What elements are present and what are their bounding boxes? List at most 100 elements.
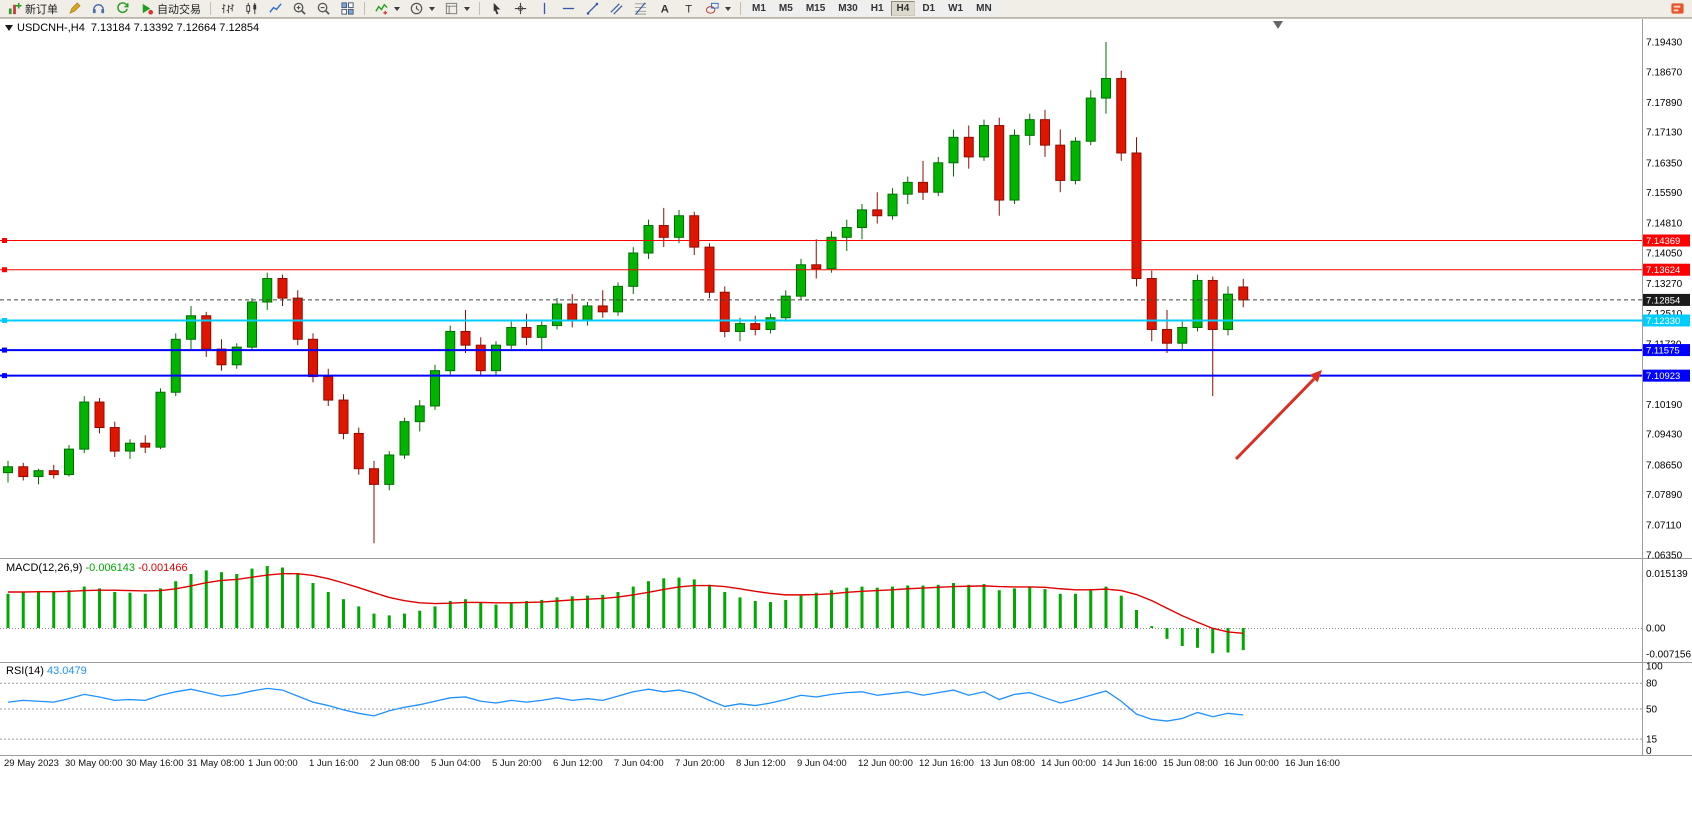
periods-button[interactable] — [405, 1, 439, 17]
metaeditor-button[interactable] — [63, 1, 86, 17]
candlestick-icon — [246, 2, 257, 15]
cursor-icon — [493, 2, 501, 15]
toolbar: 新订单 自动交易 — [0, 0, 1692, 18]
toolbar-separator — [210, 2, 211, 15]
macd-histogram-bar — [464, 599, 467, 628]
candle — [948, 136, 959, 164]
macd-histogram-bar — [875, 587, 879, 628]
timeframe-m30-button[interactable]: M30 — [832, 1, 864, 16]
candle — [353, 432, 364, 470]
macd-histogram-bar — [677, 577, 681, 628]
cursor-button[interactable] — [485, 1, 508, 17]
text-label-tool-button[interactable]: T — [677, 1, 700, 17]
macd-histogram-bar — [769, 602, 772, 628]
trendline-button[interactable] — [581, 1, 604, 17]
chart-shift-marker[interactable] — [1273, 21, 1283, 29]
arrow-shaft[interactable] — [1234, 377, 1316, 461]
bar-chart-button[interactable] — [216, 1, 239, 17]
price-axis: 7.19430 7.18670 7.17890 7.17130 7.16350 7.155… — [1646, 38, 1683, 562]
support-button[interactable] — [87, 1, 110, 17]
macd-axis-label: 0.00 — [1646, 624, 1666, 635]
candlestick-chart-button[interactable] — [240, 1, 263, 17]
indicators-icon — [375, 3, 388, 15]
time-label: 6 Jun 12:00 — [553, 758, 603, 769]
one-click-trading-toggle[interactable] — [5, 25, 13, 31]
fibonacci-button[interactable] — [629, 1, 652, 17]
tile-windows-button[interactable] — [336, 1, 359, 17]
macd-histogram-bar — [235, 574, 239, 628]
macd-histogram-bar — [692, 579, 696, 628]
macd-histogram-bar — [174, 581, 178, 628]
macd-histogram-bar — [265, 566, 269, 628]
timeframe-w1-button[interactable]: W1 — [942, 1, 970, 16]
candle — [1192, 279, 1203, 329]
crosshair-icon — [514, 2, 527, 15]
macd-histogram-bar — [98, 588, 101, 628]
timeframe-m5-button[interactable]: M5 — [772, 1, 799, 16]
candle — [109, 427, 120, 452]
alert-button[interactable] — [1666, 1, 1689, 17]
indicators-button[interactable] — [370, 1, 404, 17]
dropdown-caret — [429, 6, 435, 11]
level-line-handle[interactable] — [2, 237, 7, 243]
macd-axis-label: 0.015139 — [1646, 569, 1688, 580]
time-label: 14 Jun 16:00 — [1102, 758, 1157, 769]
macd-histogram-bar — [997, 590, 1001, 628]
macd-histogram-bar — [1043, 589, 1047, 628]
candle — [216, 348, 227, 366]
timeframe-m15-button[interactable]: M15 — [799, 1, 832, 16]
candle — [186, 315, 196, 340]
arrow-head[interactable] — [1309, 370, 1322, 383]
macd-histogram-bar — [189, 574, 193, 628]
candle — [384, 454, 395, 485]
time-label: 2 Jun 08:00 — [370, 758, 420, 769]
chart-canvas[interactable]: 7.19430 7.18670 7.17890 7.17130 7.16350 7.155… — [0, 18, 1692, 837]
macd-histogram-bar — [433, 606, 437, 628]
price-badge — [1643, 314, 1690, 327]
candle — [1116, 77, 1127, 154]
candle — [64, 448, 74, 476]
price-badge-label: 7.10923 — [1646, 371, 1680, 382]
zoom-out-button[interactable] — [312, 1, 335, 17]
candles-layer — [3, 42, 1249, 544]
level-line-handle[interactable] — [2, 317, 7, 323]
svg-text:A: A — [661, 4, 669, 16]
chart-area[interactable]: 7.19430 7.18670 7.17890 7.17130 7.16350 7.155… — [0, 18, 1692, 837]
new-order-button[interactable]: 新订单 — [3, 1, 62, 17]
candle — [765, 317, 776, 330]
macd-histogram-bar — [204, 570, 208, 628]
candle — [811, 264, 822, 270]
timeframe-mn-button[interactable]: MN — [970, 1, 998, 16]
refresh-button[interactable] — [111, 1, 134, 17]
timeframe-m1-button[interactable]: M1 — [746, 1, 772, 16]
candle — [155, 391, 166, 448]
refresh-icon — [117, 2, 129, 13]
macd-axis-label: -0.007156 — [1646, 649, 1691, 660]
price-tick-label: 7.07110 — [1646, 521, 1682, 532]
horizontal-line-button[interactable] — [557, 1, 580, 17]
candle — [475, 344, 486, 372]
vertical-line-button[interactable] — [533, 1, 556, 17]
line-chart-button[interactable] — [264, 1, 287, 17]
shapes-button[interactable] — [701, 1, 735, 17]
timeframe-h1-button[interactable]: H1 — [864, 1, 890, 16]
autotrading-button[interactable]: 自动交易 — [135, 1, 205, 17]
templates-button[interactable] — [440, 1, 474, 17]
zoom-in-button[interactable] — [288, 1, 311, 17]
pencil-icon — [69, 2, 81, 14]
candle — [735, 323, 745, 332]
timeframe-d1-button[interactable]: D1 — [916, 1, 942, 16]
level-line-handle[interactable] — [2, 347, 7, 353]
rsi-axis-label: 0 — [1646, 746, 1652, 757]
panel-borders — [0, 18, 1692, 756]
line-chart-icon — [269, 3, 282, 13]
level-line-handle[interactable] — [2, 267, 7, 273]
text-tool-button[interactable]: A — [653, 1, 676, 17]
macd-layer: 0.015139 0.00 -0.007156 — [0, 566, 1691, 660]
candle — [918, 181, 928, 193]
level-line-handle[interactable] — [2, 373, 7, 379]
equidistant-channel-button[interactable] — [605, 1, 628, 17]
crosshair-button[interactable] — [509, 1, 532, 17]
timeframe-h4-button[interactable]: H4 — [890, 1, 916, 16]
